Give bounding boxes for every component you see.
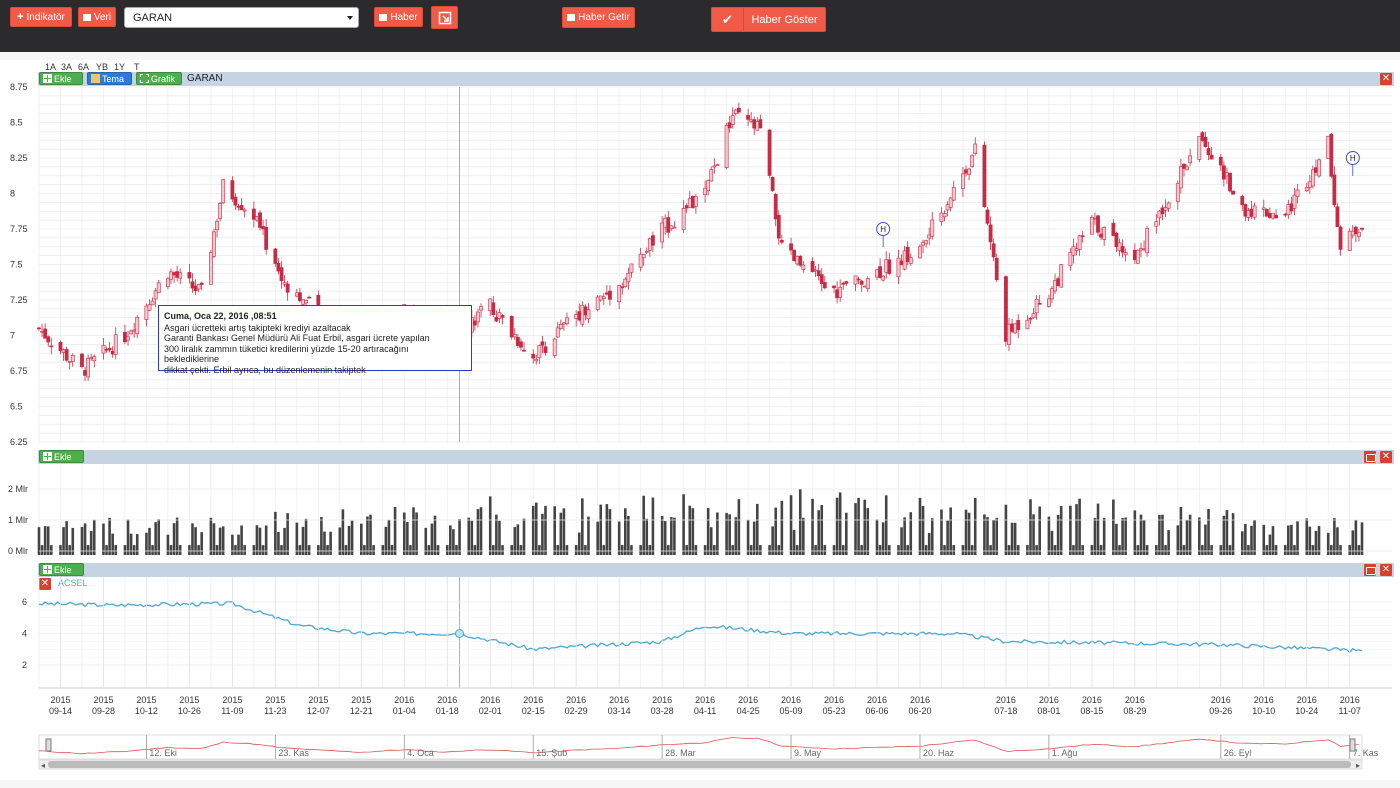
main-panel-header xyxy=(38,72,1394,86)
haber-goster-button[interactable]: ✔ Haber Göster xyxy=(711,7,826,32)
top-toolbar: + İndikatör Veri GARAN Haber Haber Getir… xyxy=(0,0,1400,52)
grafik-button[interactable]: Grafik xyxy=(136,72,182,85)
volume-ekle-button[interactable]: Ekle xyxy=(39,450,84,463)
tooltip-line: 300 liralık zammın tüketici kredilerini … xyxy=(164,343,409,365)
volume-panel-header xyxy=(38,450,1394,464)
plus-icon xyxy=(43,565,52,574)
plus-icon: + xyxy=(17,11,24,23)
range-button-6a[interactable]: 6A xyxy=(78,62,90,72)
range-button-3a[interactable]: 3A xyxy=(61,62,73,72)
veri-button[interactable]: Veri xyxy=(78,7,116,27)
tooltip-line: Garanti Bankası Genel Müdürü Ali Fuat Er… xyxy=(164,333,430,343)
calendar-icon xyxy=(379,13,388,21)
range-button-t[interactable]: T xyxy=(134,62,140,72)
plus-icon xyxy=(43,452,52,461)
chart-container xyxy=(0,60,1400,780)
chevron-down-icon xyxy=(347,16,353,20)
range-button-yb[interactable]: YB xyxy=(96,62,109,72)
symbol-select[interactable]: GARAN xyxy=(124,7,359,28)
tooltip-line: Asgari ücretteki artış takipteki krediyi… xyxy=(164,322,351,333)
news-tooltip: Cuma, Oca 22, 2016 ,08:51 Asgari ücrette… xyxy=(158,305,472,375)
tooltip-line: dikkat çekti. Erbil ayrıca, bu düzenleme… xyxy=(164,364,366,375)
haber-getir-button[interactable]: Haber Getir xyxy=(562,7,635,28)
indikator-button[interactable]: + İndikatör xyxy=(10,7,72,27)
range-button-1y[interactable]: 1Y xyxy=(114,62,126,72)
grid-icon xyxy=(140,74,149,83)
export-icon xyxy=(438,11,451,24)
acsel-indicator-label: ACSEL xyxy=(58,578,88,588)
remove-indicator-icon[interactable]: ✕ xyxy=(39,578,51,590)
paint-icon xyxy=(91,74,100,83)
plus-icon xyxy=(43,74,52,83)
check-icon: ✔ xyxy=(712,8,744,31)
maximize-icon[interactable] xyxy=(1364,564,1376,576)
main-panel-symbol: GARAN xyxy=(187,73,223,84)
calendar-icon xyxy=(567,14,576,21)
tema-button[interactable]: Tema xyxy=(87,72,132,85)
tooltip-title: Cuma, Oca 22, 2016 ,08:51 xyxy=(164,311,277,321)
export-button[interactable] xyxy=(431,6,458,29)
main-ekle-button[interactable]: Ekle xyxy=(39,72,83,85)
range-button-1a[interactable]: 1A xyxy=(45,62,57,72)
calendar-icon xyxy=(82,13,91,21)
maximize-icon[interactable] xyxy=(1364,451,1376,463)
close-icon[interactable]: ✕ xyxy=(1380,73,1392,85)
acsel-panel-header xyxy=(38,563,1394,577)
close-icon[interactable]: ✕ xyxy=(1380,564,1392,576)
close-icon[interactable]: ✕ xyxy=(1380,451,1392,463)
acsel-ekle-button[interactable]: Ekle xyxy=(39,563,84,576)
haber-button[interactable]: Haber xyxy=(374,7,423,27)
